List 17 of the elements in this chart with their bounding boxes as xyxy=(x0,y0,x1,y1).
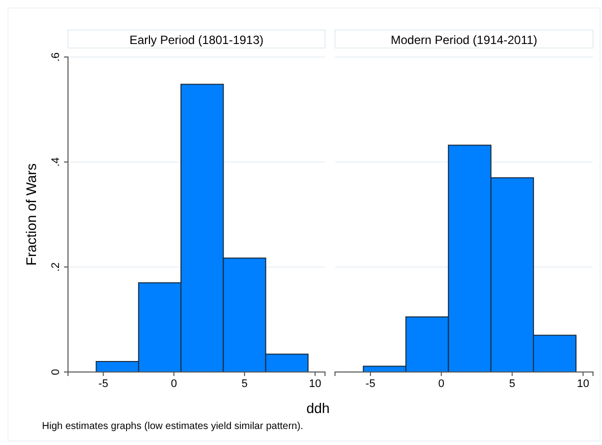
y-tick-label: .4 xyxy=(50,157,62,167)
x-tick-label: 10 xyxy=(576,378,590,390)
x-tick-label: 10 xyxy=(308,378,322,390)
y-axis-title: Fraction of Wars xyxy=(23,163,39,266)
y-tick-label: .6 xyxy=(50,52,62,62)
text: High estimates graphs (low estimates yield similar pattern). xyxy=(42,421,304,432)
y-tick-label: .2 xyxy=(50,262,62,272)
x-axis-title: ddh xyxy=(306,400,330,416)
x-tick-label: 0 xyxy=(438,378,444,390)
chart-title: Early Period (1801-1913) xyxy=(129,33,264,47)
x-tick-label: -5 xyxy=(98,378,108,390)
chart-title: Modern Period (1914-2011) xyxy=(390,33,538,47)
y-tick-label: 0 xyxy=(50,368,62,376)
x-tick-label: 5 xyxy=(509,378,516,390)
x-tick-label: 5 xyxy=(241,378,248,390)
x-tick-label: 0 xyxy=(170,378,177,390)
x-tick-label: -5 xyxy=(366,378,376,390)
